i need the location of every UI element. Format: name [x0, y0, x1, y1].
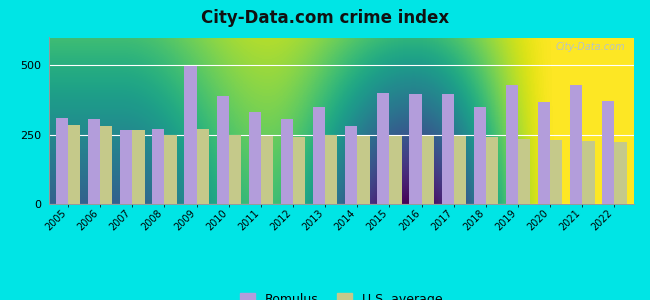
Bar: [410, 94, 422, 204]
Bar: [313, 107, 325, 204]
Bar: [345, 126, 358, 204]
Bar: [377, 93, 389, 204]
Bar: [133, 130, 144, 204]
Bar: [550, 140, 562, 204]
Bar: [614, 142, 627, 204]
Bar: [56, 118, 68, 204]
Bar: [603, 101, 614, 204]
Bar: [441, 94, 454, 204]
Bar: [570, 85, 582, 204]
Bar: [152, 128, 164, 204]
Bar: [325, 135, 337, 204]
Bar: [120, 130, 133, 204]
Bar: [261, 136, 273, 204]
Text: City-Data.com: City-Data.com: [555, 43, 625, 52]
Legend: Romulus, U.S. average: Romulus, U.S. average: [235, 288, 448, 300]
Bar: [454, 136, 466, 204]
Bar: [216, 96, 229, 204]
Bar: [506, 85, 518, 204]
Bar: [518, 139, 530, 204]
Bar: [389, 136, 402, 204]
Bar: [196, 128, 209, 204]
Bar: [422, 136, 434, 204]
Bar: [358, 136, 370, 204]
Bar: [164, 135, 177, 204]
Bar: [582, 141, 595, 204]
Bar: [229, 135, 241, 204]
Bar: [185, 66, 196, 204]
Bar: [281, 118, 293, 204]
Bar: [249, 112, 261, 204]
Bar: [100, 126, 112, 204]
Text: City-Data.com crime index: City-Data.com crime index: [201, 9, 449, 27]
Bar: [538, 102, 550, 204]
Bar: [88, 119, 100, 204]
Bar: [68, 125, 80, 204]
Bar: [474, 107, 486, 204]
Bar: [293, 137, 306, 204]
Bar: [486, 137, 498, 204]
